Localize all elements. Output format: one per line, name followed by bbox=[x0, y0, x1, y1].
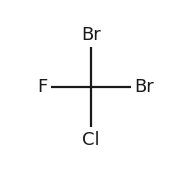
Text: Cl: Cl bbox=[82, 131, 100, 149]
Text: F: F bbox=[37, 78, 47, 96]
Text: Br: Br bbox=[81, 26, 101, 44]
Text: Br: Br bbox=[135, 78, 155, 96]
